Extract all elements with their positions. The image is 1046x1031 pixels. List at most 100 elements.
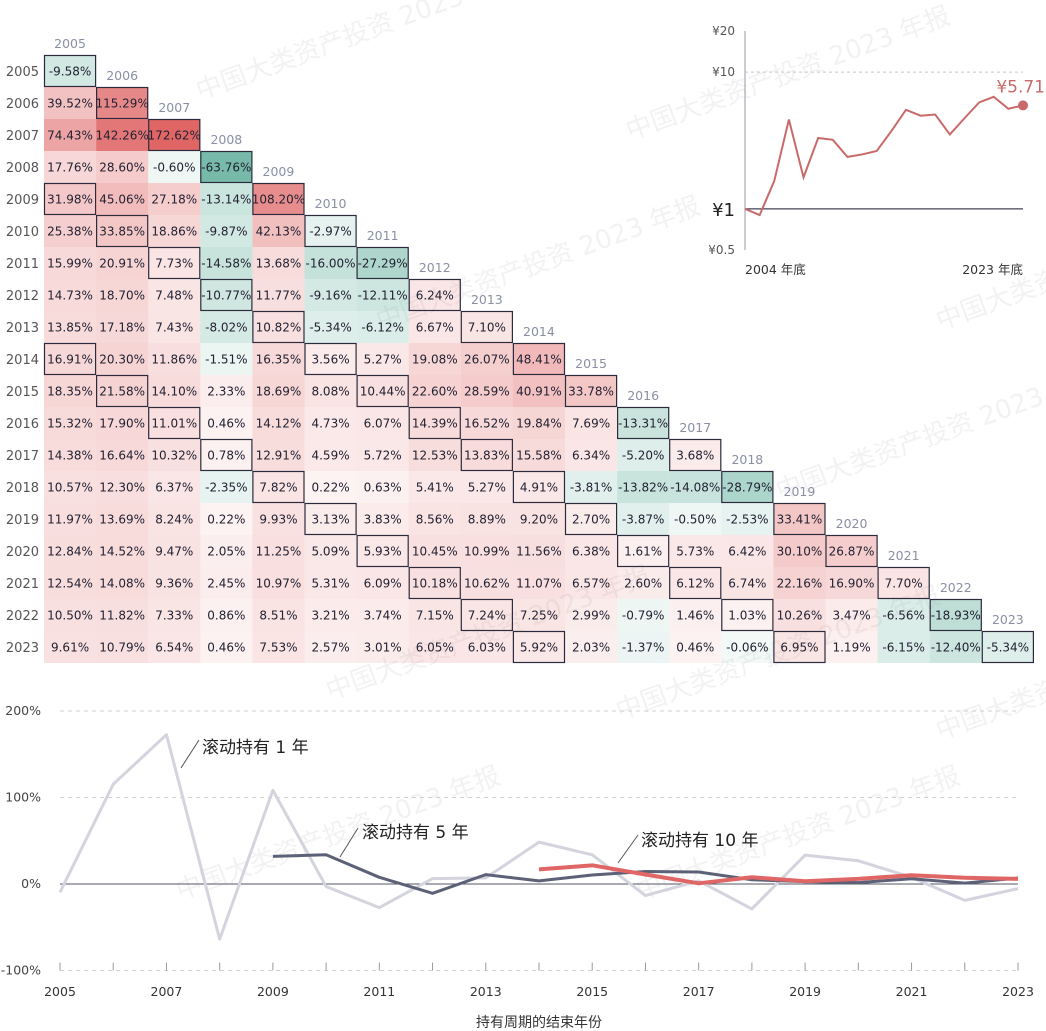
series-leader-line [180, 739, 200, 769]
heatmap-cell [200, 631, 253, 663]
heatmap-cell-value: 2.45% [207, 577, 245, 591]
heatmap-cell-outline [95, 374, 149, 408]
heatmap-cell-value: 2.70% [572, 513, 610, 527]
heatmap-cell-value: 6.57% [572, 577, 610, 591]
column-year-label: 2018 [731, 452, 763, 467]
column-year-label: 2021 [888, 548, 920, 563]
heatmap-cell [252, 375, 305, 407]
heatmap-cell [44, 87, 97, 119]
heatmap-cell-outline [564, 374, 618, 408]
heatmap-cell-value: 13.68% [256, 257, 302, 271]
heatmap-cell [408, 311, 461, 343]
heatmap-cell [96, 631, 149, 663]
heatmap-cell-outline [929, 598, 982, 632]
heatmap-cell [669, 503, 722, 535]
heatmap-cell-value: 11.56% [516, 545, 562, 559]
heatmap-cell-value: 11.25% [256, 545, 302, 559]
heatmap-cell [304, 503, 357, 535]
heatmap-cell [565, 503, 618, 535]
heatmap-cell [877, 631, 930, 663]
heatmap-cell-outline [200, 438, 253, 472]
heatmap-cell-value: -27.29% [358, 257, 408, 271]
heatmap-cell [773, 599, 826, 631]
heatmap-cell-value: 2.33% [207, 385, 245, 399]
heatmap-cell [356, 279, 409, 311]
column-year-label: 2013 [471, 292, 503, 307]
heatmap-cell-value: -5.20% [622, 449, 664, 463]
heatmap-cell-value: 3.21% [311, 609, 349, 623]
column-year-label: 2017 [679, 420, 711, 435]
heatmap-cell-value: 7.69% [572, 417, 610, 431]
heatmap-cell-outline [981, 630, 1034, 664]
heatmap-cell [44, 567, 97, 599]
heatmap-cell [669, 471, 722, 503]
column-year-label: 2022 [940, 580, 972, 595]
heatmap-cell [304, 215, 357, 247]
heatmap-cell [773, 535, 826, 567]
heatmap-cell-value: 28.59% [464, 385, 510, 399]
row-year-label: 2009 [6, 193, 39, 208]
heatmap-cell [200, 247, 253, 279]
heatmap-cell-value: 2.99% [572, 609, 610, 623]
heatmap-cell [96, 407, 149, 439]
heatmap-cell-value: 142.26% [95, 129, 148, 143]
heatmap-cell [460, 535, 513, 567]
heatmap-cell [565, 407, 618, 439]
column-year-label: 2008 [210, 132, 242, 147]
heatmap-cell [512, 535, 565, 567]
heatmap-cell-value: -0.60% [153, 161, 195, 175]
heatmap-cell [148, 407, 201, 439]
heatmap-cell-value: -6.12% [361, 321, 403, 335]
heatmap-cell [981, 631, 1034, 663]
heatmap-cell [200, 279, 253, 311]
heatmap-cell [460, 471, 513, 503]
heatmap-cell-value: 3.56% [311, 353, 349, 367]
heatmap-cell-value: 5.73% [676, 545, 714, 559]
inset-y-tick-label: ¥20 [712, 24, 735, 38]
heatmap-cell-value: 7.24% [468, 609, 506, 623]
column-year-label: 2007 [158, 100, 190, 115]
heatmap-cell [825, 631, 878, 663]
heatmap-cell [44, 311, 97, 343]
heatmap-cell-value: 0.86% [207, 609, 245, 623]
heatmap-cell-value: 33.85% [99, 225, 145, 239]
heatmap-cell-value: -10.77% [201, 289, 251, 303]
row-year-label: 2012 [6, 289, 39, 304]
x-tick-label: 2009 [257, 984, 289, 999]
heatmap-cell-value: 12.54% [47, 577, 93, 591]
heatmap-cell [252, 439, 305, 471]
heatmap-cell-value: 6.12% [676, 577, 714, 591]
heatmap-cell-value: 0.22% [311, 481, 349, 495]
heatmap-cell [356, 407, 409, 439]
heatmap-cell-value: -2.97% [309, 225, 351, 239]
heatmap-cell [617, 535, 670, 567]
heatmap-cell-value: 18.35% [47, 385, 93, 399]
heatmap-cell [721, 535, 774, 567]
heatmap-cell-outline [408, 406, 461, 440]
heatmap-cell [460, 631, 513, 663]
heatmap-cell [148, 247, 201, 279]
row-year-label: 2016 [6, 417, 39, 432]
heatmap-cell [96, 471, 149, 503]
heatmap-cell-outline [304, 342, 357, 376]
heatmap-cell-outline [304, 502, 357, 536]
x-tick-label: 2023 [1002, 984, 1034, 999]
heatmap-cell [200, 375, 253, 407]
heatmap-cell-value: 45.06% [99, 193, 145, 207]
heatmap-cell [44, 375, 97, 407]
series-label: 滚动持有 10 年 [641, 831, 758, 851]
heatmap-cell [44, 471, 97, 503]
heatmap-cell-outline [408, 566, 461, 600]
heatmap-cell-value: 5.92% [520, 641, 558, 655]
heatmap-cell-value: -9.58% [49, 65, 91, 79]
heatmap-cell [565, 567, 618, 599]
row-year-label: 2008 [6, 161, 39, 176]
heatmap-cell [304, 375, 357, 407]
series-label: 滚动持有 1 年 [202, 738, 309, 758]
series-leader-line [617, 834, 639, 864]
column-year-label: 2014 [523, 324, 555, 339]
heatmap-cell-value: 33.78% [568, 385, 614, 399]
heatmap-cell-value: 13.69% [99, 513, 145, 527]
heatmap-cell-value: 20.91% [99, 257, 145, 271]
inset-y-tick-label: ¥1 [712, 200, 735, 221]
